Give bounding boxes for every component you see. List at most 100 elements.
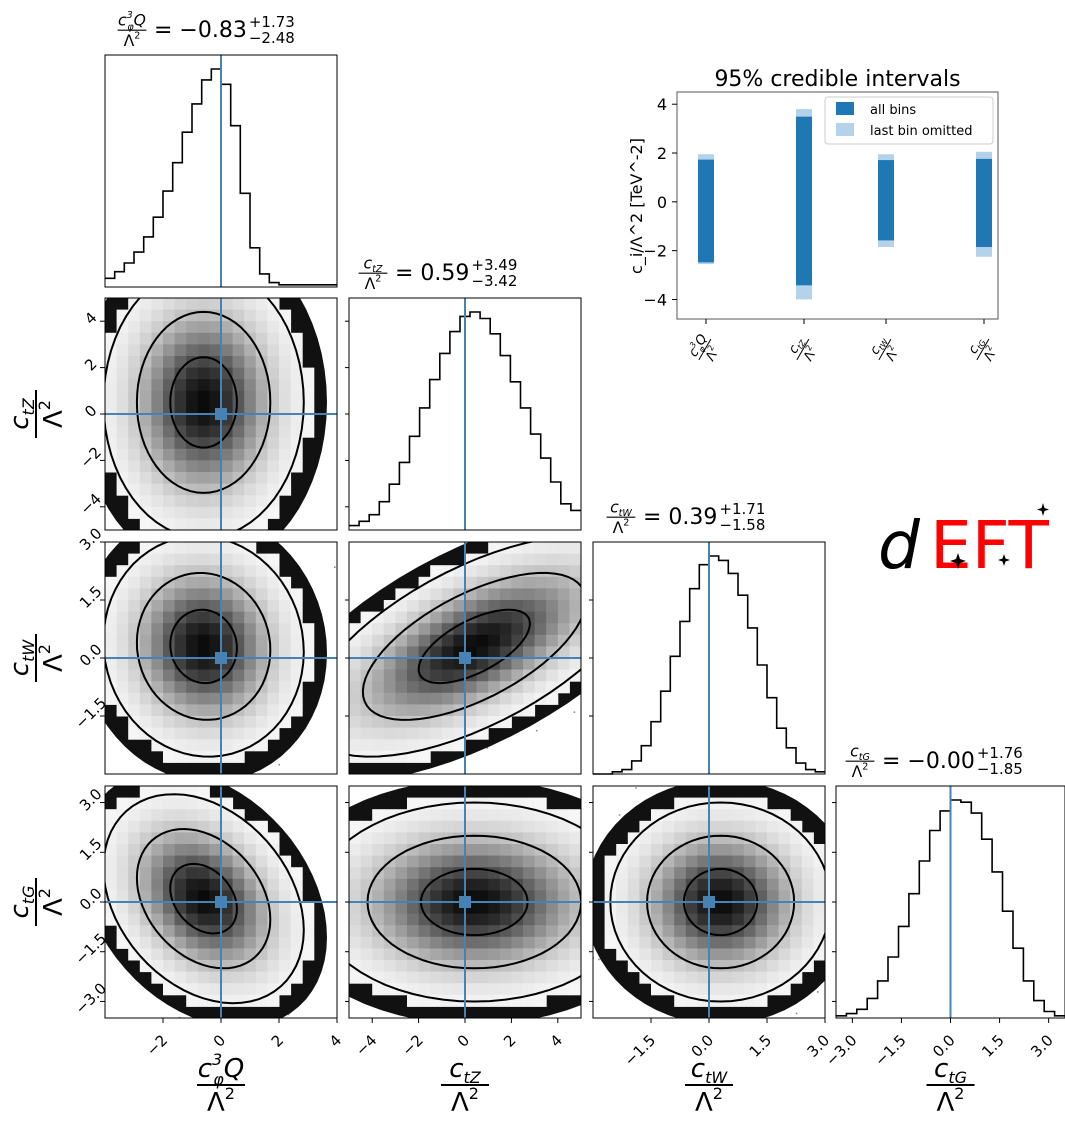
logo-sparkle-2 [998,554,1010,566]
hist-cphiQ3-title-fraction-denominator: Λ2 [124,31,141,50]
inset-legend-swatch-last-bin-omitted [836,123,854,136]
hist-ctZ-title-value: = 0.59 [395,261,469,286]
ytick-label-ctZ-1: −2 [77,443,105,471]
ytick-label-ctZ-4: 4 [81,309,100,328]
ylabel-ctZ-fraction-numerator: ctZ [5,397,38,430]
xtick-label-ctZ-2: 0 [454,1031,473,1050]
xtick-label-ctW-2: 1.5 [746,1031,776,1061]
panel-ctG-vs-cphiQ3 [104,785,338,1019]
bar-all-bins-2 [878,160,894,241]
ytick-label-ctG-4: 3.0 [76,785,106,815]
panel-ctG-vs-ctZ-contour-3 [349,801,581,1003]
xtick-label-ctG-4: 3.0 [1027,1031,1057,1061]
bar-all-bins-0 [698,159,714,263]
panel-ctW-vs-ctZ-contour-3 [349,542,581,758]
logo-d: d [878,507,921,584]
xlabel-ctW-numerator: ctW [691,1054,729,1087]
inset-ylabel: c_i/Λ^2 [TeV^-2] [627,138,647,274]
hist-ctG-title-value: = −0.00 [882,749,975,774]
hist-ctG-title-fraction-denominator: Λ2 [852,762,869,781]
bar-all-bins-1 [796,116,812,286]
inset-ytick-label-2: 0 [657,193,667,212]
logo-sparkle-3 [1037,503,1049,516]
hist-cphiQ3-title-minus: −2.48 [249,29,295,47]
logo-sparkle-1 [950,553,966,569]
panel-ctW-vs-ctZ [348,541,582,775]
ytick-label-ctW-1: 0.0 [76,640,106,670]
ylabel-ctG-fraction-numerator: ctG [5,886,38,919]
panel-ctG-vs-ctW-density [593,786,825,1018]
xtick-label-ctG-3: 1.5 [978,1031,1008,1061]
hist-cphiQ3-title-value: = −0.83 [154,18,247,43]
inset-legend-box [824,96,994,145]
panel-ctG-vs-cphiQ3-contour-3 [105,793,305,1005]
panel-ctW-vs-cphiQ3-contour-2 [135,572,272,721]
xlabel-ctZ-denominator: Λ2 [451,1084,479,1118]
hist-cphiQ3-steps [105,68,337,286]
panel-ctW-vs-cphiQ3-density [105,542,337,774]
ytick-label-ctW-2: 1.5 [76,582,106,612]
ytick-label-ctG-2: 0.0 [76,884,106,914]
hist-ctW-title-value: = 0.39 [643,505,717,530]
panel-ctG-vs-cphiQ3-contour-2 [135,827,272,970]
inset-legend: all bins last bin omitted [824,96,994,145]
panel-ctZ-vs-cphiQ3-contour-2 [135,310,272,494]
panel-ctW-vs-cphiQ3-truth-marker [215,652,227,664]
inset-legend-label-all-bins: all bins [870,103,916,118]
hist-ctZ-title-fraction-numerator: ctZ [364,254,383,275]
inset-ytick-label-4: 4 [657,95,667,114]
ylabel-ctW-fraction-numerator: ctW [5,639,38,677]
xlabel-ctG-numerator: ctG [934,1054,967,1087]
xtick-label-cphiQ3-2: 2 [268,1031,287,1050]
hist-ctG-title-fraction-numerator: ctG [850,742,870,763]
panel-ctW-vs-ctZ-density [349,542,581,774]
xtick-label-cphiQ3-1: 0 [210,1031,229,1050]
xtick-label-ctZ-4: 4 [547,1031,566,1050]
panel-ctW-vs-cphiQ3 [104,541,338,775]
panel-ctZ-vs-cphiQ3 [104,297,338,531]
panel-ctG-vs-cphiQ3-density [105,786,337,1018]
ylabel-ctW-fraction-denominator: Λ2 [35,644,69,672]
hist-ctW-title-fraction-denominator: Λ2 [613,518,630,537]
panel-ctG-vs-ctW [592,785,826,1019]
hist-ctW-title-fraction-numerator: ctW [610,498,632,519]
credible-intervals-inset: −4 −2 0 2 4 95% credible intervals c_i/Λ^2 [Te… [627,67,999,364]
xtick-label-cphiQ3-0: −2 [143,1031,171,1059]
ylabel-ctG-fraction-denominator: Λ2 [35,888,69,916]
inset-xtick-label-0-fraction-bar [698,338,712,361]
ytick-label-ctZ-2: 0 [81,401,100,420]
ytick-label-ctW-3: 3.0 [76,524,106,554]
inset-xtick-label-2-fraction-bar [878,338,892,361]
panel-ctG-vs-ctW-contour-1 [682,867,759,937]
inset-legend-swatch-all-bins [836,102,854,115]
panel-ctW-vs-ctZ-contour-2 [361,571,581,721]
panel-ctG-vs-ctZ-density [349,786,581,1018]
hist-ctZ-title-plus: +3.49 [471,256,517,274]
panel-ctW-vs-cphiQ3-contour-3 [105,542,305,758]
xlabel-ctG-denominator: Λ2 [937,1084,965,1118]
